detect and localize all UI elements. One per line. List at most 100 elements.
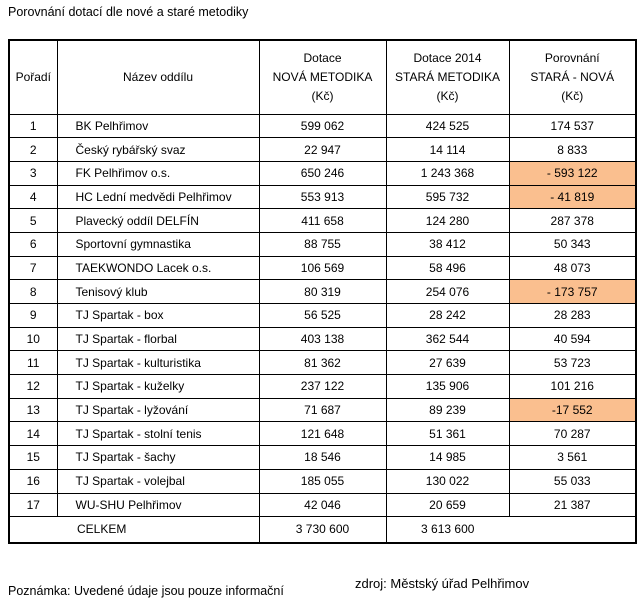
club-name-cell: TJ Spartak - šachy bbox=[56, 445, 260, 470]
rank-cell: 7 bbox=[8, 255, 58, 281]
diff-amount-cell: 21 387 bbox=[508, 492, 637, 518]
diff-amount-cell: 48 073 bbox=[508, 255, 637, 281]
old-amount-cell: 424 525 bbox=[385, 113, 510, 139]
club-name-cell: TJ Spartak - box bbox=[56, 303, 260, 328]
source-text: zdroj: Městský úřad Pelhřimov bbox=[355, 576, 530, 591]
table-row: 17 WU-SHU Pelhřimov 42 046 20 659 21 387 bbox=[8, 492, 637, 518]
diff-amount-cell: 101 216 bbox=[508, 374, 637, 399]
diff-amount-cell: - 173 757 bbox=[508, 279, 637, 304]
header-comparison: Porovnání STARÁ - NOVÁ (Kč) bbox=[508, 39, 637, 115]
rank-cell: 16 bbox=[8, 468, 58, 494]
club-name-cell: HC Lední medvědi Pelhřimov bbox=[56, 184, 260, 210]
table-row: 3 FK Pelhřimov o.s. 650 246 1 243 368- 593 … bbox=[8, 160, 637, 186]
old-amount-cell: 124 280 bbox=[385, 208, 510, 233]
rank-cell: 14 bbox=[8, 421, 58, 447]
club-name-cell: TJ Spartak - florbal bbox=[56, 326, 260, 352]
new-amount-cell: 56 525 bbox=[258, 303, 387, 328]
club-name-cell: TAEKWONDO Lacek o.s. bbox=[56, 255, 260, 281]
new-amount-cell: 650 246 bbox=[258, 160, 387, 186]
club-name-cell: TJ Spartak - volejbal bbox=[56, 468, 260, 494]
rank-cell: 10 bbox=[8, 326, 58, 352]
diff-amount-cell: 70 287 bbox=[508, 421, 637, 447]
new-amount-cell: 80 319 bbox=[258, 279, 387, 304]
new-amount-cell: 106 569 bbox=[258, 255, 387, 281]
rank-cell: 15 bbox=[8, 445, 58, 470]
new-amount-cell: 185 055 bbox=[258, 468, 387, 494]
club-name-cell: TJ Spartak - lyžování bbox=[56, 397, 260, 423]
new-amount-cell: 237 122 bbox=[258, 374, 387, 399]
total-label-cell: CELKEM bbox=[8, 516, 260, 544]
rank-cell: 6 bbox=[8, 231, 58, 257]
total-old-cell: 3 613 600 bbox=[385, 516, 509, 544]
table-row: 16 TJ Spartak - volejbal 185 055 130 022 55 … bbox=[8, 468, 637, 494]
old-amount-cell: 130 022 bbox=[385, 468, 510, 494]
rank-cell: 11 bbox=[8, 350, 58, 376]
total-row: CELKEM 3 730 600 3 613 600 bbox=[8, 516, 637, 544]
club-name-cell: FK Pelhřimov o.s. bbox=[56, 160, 260, 186]
header-rank: Pořadí bbox=[8, 39, 58, 115]
table-row: 14 TJ Spartak - stolní tenis 121 648 51 361… bbox=[8, 421, 637, 447]
header-rank-label: Pořadí bbox=[15, 69, 51, 84]
old-amount-cell: 27 639 bbox=[385, 350, 510, 376]
diff-amount-cell: 287 378 bbox=[508, 208, 637, 233]
club-name-cell: TJ Spartak - kuželky bbox=[56, 374, 260, 399]
table-row: 4 HC Lední medvědi Pelhřimov 553 913 595 73… bbox=[8, 184, 637, 210]
old-amount-cell: 89 239 bbox=[385, 397, 510, 423]
table-body: 1 BK Pelhřimov 599 062 424 525 174 537 2 Český… bbox=[8, 113, 637, 518]
rank-cell: 9 bbox=[8, 303, 58, 328]
old-amount-cell: 254 076 bbox=[385, 279, 510, 304]
diff-amount-cell: 55 033 bbox=[508, 468, 637, 494]
diff-amount-cell: 50 343 bbox=[508, 231, 637, 257]
header-row: Pořadí Název oddílu Dotace NOVÁ METODIKA… bbox=[8, 39, 637, 115]
diff-amount-cell: 53 723 bbox=[508, 350, 637, 376]
table-row: 8 Tenisový klub 80 319 254 076- 173 757 bbox=[8, 279, 637, 304]
table-row: 10 TJ Spartak - florbal 403 138 362 544 40 5… bbox=[8, 326, 637, 352]
new-amount-cell: 403 138 bbox=[258, 326, 387, 352]
club-name-cell: Plavecký oddíl DELFÍN bbox=[56, 208, 260, 233]
rank-cell: 17 bbox=[8, 492, 58, 518]
old-amount-cell: 14 985 bbox=[385, 445, 510, 470]
table-row: 1 BK Pelhřimov 599 062 424 525 174 537 bbox=[8, 113, 637, 139]
rank-cell: 3 bbox=[8, 160, 58, 186]
old-amount-cell: 14 114 bbox=[385, 137, 510, 162]
club-name-cell: TJ Spartak - kulturistika bbox=[56, 350, 260, 376]
new-amount-cell: 121 648 bbox=[258, 421, 387, 447]
total-diff-cell bbox=[509, 516, 637, 544]
old-amount-cell: 135 906 bbox=[385, 374, 510, 399]
new-amount-cell: 42 046 bbox=[258, 492, 387, 518]
table-row: 13 TJ Spartak - lyžování 71 687 89 239 -17 5… bbox=[8, 397, 637, 423]
diff-amount-cell: 40 594 bbox=[508, 326, 637, 352]
new-amount-cell: 88 755 bbox=[258, 231, 387, 257]
table-row: 9 TJ Spartak - box 56 525 28 242 28 283 bbox=[8, 303, 637, 328]
new-amount-cell: 553 913 bbox=[258, 184, 387, 210]
club-name-cell: Sportovní gymnastika bbox=[56, 231, 260, 257]
rank-cell: 4 bbox=[8, 184, 58, 210]
old-amount-cell: 20 659 bbox=[385, 492, 510, 518]
diff-amount-cell: -17 552 bbox=[508, 397, 637, 423]
new-amount-cell: 22 947 bbox=[258, 137, 387, 162]
diff-amount-cell: 3 561 bbox=[508, 445, 637, 470]
diff-amount-cell: 8 833 bbox=[508, 137, 637, 162]
club-name-cell: Český rybářský svaz bbox=[56, 137, 260, 162]
new-amount-cell: 81 362 bbox=[258, 350, 387, 376]
new-amount-cell: 71 687 bbox=[258, 397, 387, 423]
table-row: 11 TJ Spartak - kulturistika 81 362 27 639 5… bbox=[8, 350, 637, 376]
total-new-cell: 3 730 600 bbox=[258, 516, 387, 544]
old-amount-cell: 362 544 bbox=[385, 326, 510, 352]
new-amount-cell: 18 546 bbox=[258, 445, 387, 470]
table-row: 12 TJ Spartak - kuželky 237 122 135 906 101 … bbox=[8, 374, 637, 399]
old-amount-cell: 51 361 bbox=[385, 421, 510, 447]
rank-cell: 13 bbox=[8, 397, 58, 423]
table-row: 15 TJ Spartak - šachy 18 546 14 985 3 561 bbox=[8, 445, 637, 470]
table-header: Pořadí Název oddílu Dotace NOVÁ METODIKA… bbox=[8, 39, 637, 115]
header-new-method: Dotace NOVÁ METODIKA (Kč) bbox=[258, 39, 387, 115]
subsidy-table: Pořadí Název oddílu Dotace NOVÁ METODIKA… bbox=[8, 39, 637, 544]
rank-cell: 12 bbox=[8, 374, 58, 399]
rank-cell: 2 bbox=[8, 137, 58, 162]
table-footer: CELKEM 3 730 600 3 613 600 bbox=[8, 516, 637, 544]
diff-amount-cell: - 593 122 bbox=[508, 160, 637, 186]
club-name-cell: BK Pelhřimov bbox=[56, 113, 260, 139]
diff-amount-cell: - 41 819 bbox=[508, 184, 637, 210]
club-name-cell: Tenisový klub bbox=[56, 279, 260, 304]
old-amount-cell: 595 732 bbox=[385, 184, 510, 210]
